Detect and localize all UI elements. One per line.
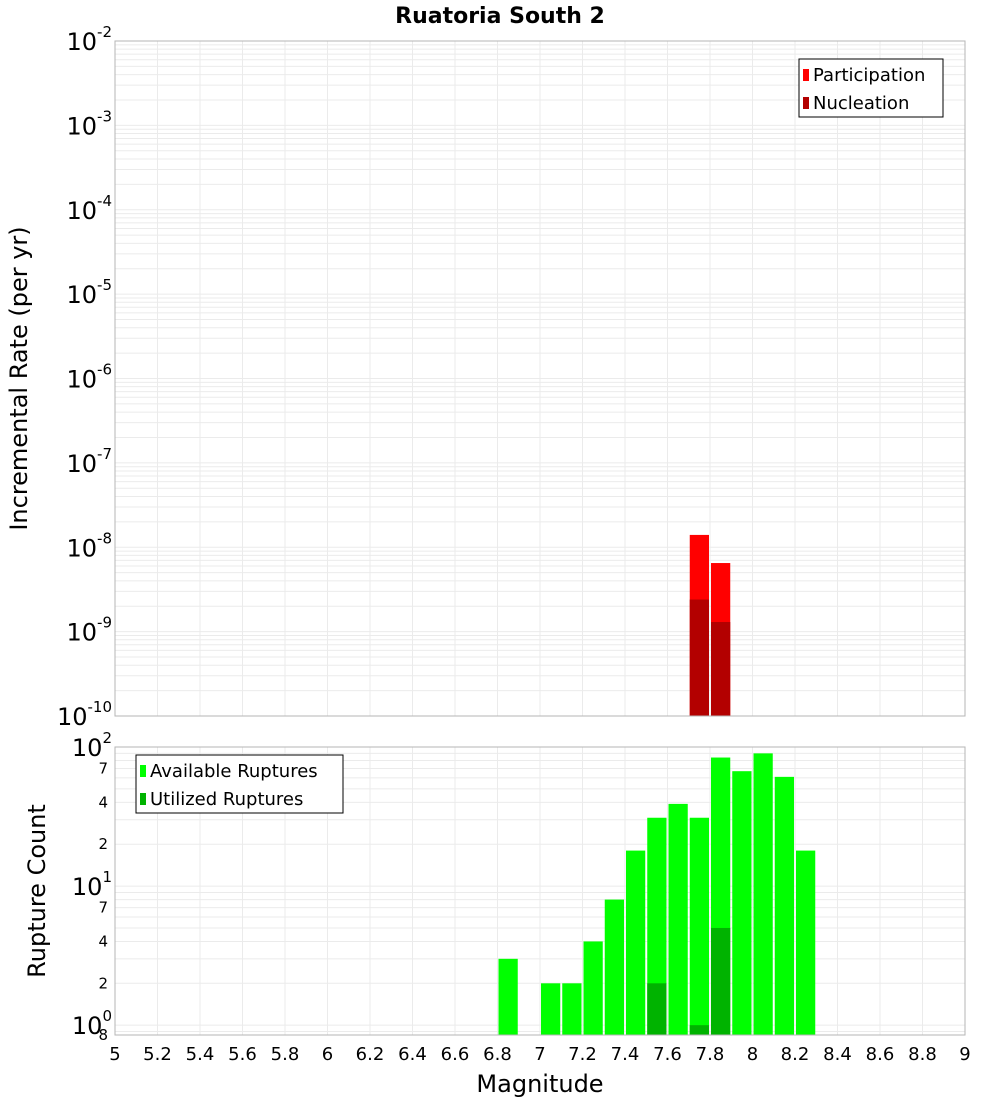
rate-gridlines <box>114 41 966 716</box>
x-tick-label: 5 <box>109 1044 120 1065</box>
x-tick-label: 9 <box>959 1044 970 1065</box>
rate-plot-border <box>114 40 966 717</box>
count-available-ruptures-bar <box>647 817 667 1035</box>
x-tick-label: 7.4 <box>611 1044 640 1065</box>
rate-legend-box <box>798 58 944 118</box>
count-available-ruptures-bar <box>541 983 561 1035</box>
count-available-ruptures-bar <box>498 958 518 1035</box>
count-y-major-tick-label: 100 <box>72 1007 112 1040</box>
rate-legend: Participation Nucleation <box>798 58 944 118</box>
rate-panel: 10-2 10-3 10-4 10-5 10-6 10-7 10-8 10-9 10-10 In… <box>5 23 966 731</box>
x-tick-label: 6 <box>322 1044 333 1065</box>
rate-y-tick-label: 10-6 <box>66 361 112 394</box>
rate-y-tick-labels: 10-2 10-3 10-4 10-5 10-6 10-7 10-8 10-9 10-10 <box>57 23 112 731</box>
count-y-minor-tick-label: 2 <box>98 974 108 992</box>
x-tick-label: 8.8 <box>908 1044 937 1065</box>
x-tick-label: 5.4 <box>186 1044 215 1065</box>
x-tick-label: 7.2 <box>568 1044 597 1065</box>
rate-y-tick-label: 10-4 <box>66 192 112 225</box>
legend-label-available: Available Ruptures <box>150 761 318 782</box>
legend-label-participation: Participation <box>813 65 925 86</box>
count-bars <box>498 753 816 1035</box>
legend-label-utilized: Utilized Ruptures <box>150 789 303 810</box>
count-available-ruptures-bar <box>774 776 794 1035</box>
count-y-minor-tick-label: 7 <box>98 760 108 778</box>
count-utilized-ruptures-bar <box>647 983 667 1035</box>
chart-title: Ruatoria South 2 <box>395 4 605 29</box>
legend-swatch-participation <box>803 69 809 81</box>
count-available-ruptures-bar <box>796 850 816 1035</box>
x-tick-label: 6.8 <box>483 1044 512 1065</box>
rate-y-tick-label: 10-10 <box>57 698 112 731</box>
x-tick-label: 6.4 <box>398 1044 427 1065</box>
rate-nucleation-bar <box>711 622 731 716</box>
count-available-ruptures-bar <box>753 753 773 1035</box>
x-tick-label: 5.2 <box>143 1044 172 1065</box>
x-tick-label: 7.6 <box>653 1044 682 1065</box>
count-legend-box <box>135 754 344 814</box>
x-tick-label: 8 <box>747 1044 758 1065</box>
count-y-major-tick-label: 101 <box>72 868 112 901</box>
count-y-axis-label: Rupture Count <box>23 804 51 978</box>
x-tick-label: 7 <box>534 1044 545 1065</box>
x-tick-label: 6.6 <box>441 1044 470 1065</box>
x-tick-label: 8.6 <box>866 1044 895 1065</box>
rate-y-tick-label: 10-8 <box>66 529 112 562</box>
count-panel: 102 101 100 7 4 2 7 4 2 8 5 5.2 5.4 5.6 5.8 6 6.2 6.4 6.6… <box>23 729 971 1098</box>
x-tick-label: 8.2 <box>781 1044 810 1065</box>
count-gridlines <box>114 747 966 1035</box>
count-y-tick-labels: 102 101 100 7 4 2 7 4 2 8 <box>72 729 112 1044</box>
x-tick-label: 8.4 <box>823 1044 852 1065</box>
count-available-ruptures-bar <box>626 850 646 1035</box>
count-plot-border <box>114 746 966 1036</box>
count-y-minor-tick-label: 8 <box>98 1026 108 1044</box>
x-tick-labels: 5 5.2 5.4 5.6 5.8 6 6.2 6.4 6.6 6.8 7 7.2 7.4 7.6 7.8 8… <box>109 1044 970 1065</box>
x-tick-label: 6.2 <box>356 1044 385 1065</box>
count-available-ruptures-bar <box>604 899 624 1035</box>
rate-y-tick-label: 10-5 <box>66 276 112 309</box>
rate-y-tick-label: 10-9 <box>66 614 112 647</box>
rate-y-axis-label: Incremental Rate (per yr) <box>5 226 33 530</box>
legend-swatch-utilized <box>140 793 146 805</box>
count-legend: Available Ruptures Utilized Ruptures <box>135 754 344 814</box>
count-utilized-ruptures-bar <box>689 1025 709 1035</box>
count-utilized-ruptures-bar <box>711 927 731 1035</box>
legend-label-nucleation: Nucleation <box>813 93 909 114</box>
count-available-ruptures-bar <box>732 771 752 1035</box>
legend-swatch-available <box>140 765 146 777</box>
rate-y-tick-label: 10-3 <box>66 107 112 140</box>
x-tick-label: 7.8 <box>696 1044 725 1065</box>
rate-nucleation-bar <box>689 599 709 716</box>
count-y-minor-tick-label: 2 <box>98 835 108 853</box>
count-available-ruptures-bar <box>668 803 688 1035</box>
count-available-ruptures-bar <box>689 817 709 1035</box>
count-y-minor-tick-label: 7 <box>98 899 108 917</box>
rate-y-tick-label: 10-7 <box>66 445 112 478</box>
count-available-ruptures-bar <box>562 983 582 1035</box>
x-axis-label: Magnitude <box>476 1070 603 1098</box>
count-y-minor-tick-label: 4 <box>98 932 108 950</box>
count-available-ruptures-bar <box>583 941 603 1035</box>
rate-bars <box>689 534 731 716</box>
x-tick-label: 5.6 <box>228 1044 257 1065</box>
count-y-minor-tick-label: 4 <box>98 793 108 811</box>
legend-swatch-nucleation <box>803 97 809 109</box>
count-y-major-tick-label: 102 <box>72 729 112 762</box>
rate-y-tick-label: 10-2 <box>66 23 112 56</box>
x-tick-label: 5.8 <box>271 1044 300 1065</box>
